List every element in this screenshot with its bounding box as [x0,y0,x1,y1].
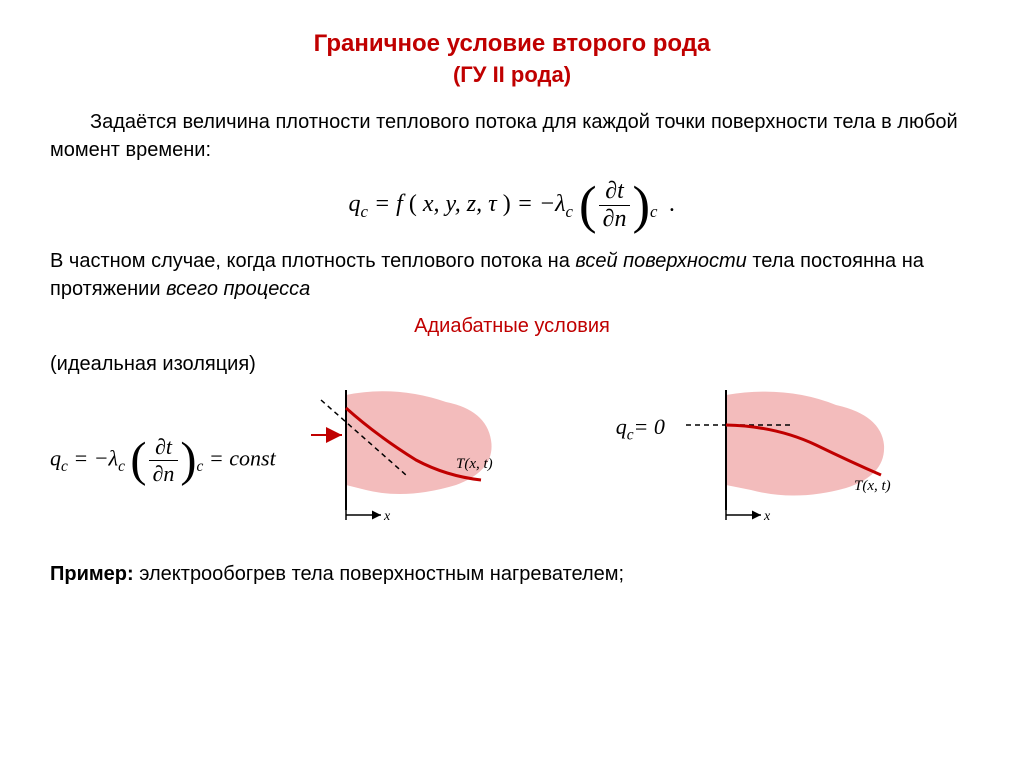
d1-x-label: x [383,509,391,524]
diagram-1-svg: x T(x, t) [306,390,506,530]
equation-row: qc = −λc (∂t∂n)c = const [50,390,974,530]
equation-main: qc = f ( x, y, z, τ ) = −λc (∂t∂n)c . [50,178,974,233]
d2-x-label: x [763,509,771,524]
d2-curve-label: T(x, t) [854,478,891,494]
p2-ital-2: всего процесса [166,278,310,300]
p2-ital-1: всей поверхности [575,250,746,272]
example-text: электрообогрев тела поверхностным нагрев… [134,563,624,585]
diagram-1: x T(x, t) [306,390,506,530]
d1-curve-label: T(x, t) [456,456,493,472]
diagrams-container: x T(x, t) qc= 0 [306,390,896,530]
diagram-2-svg: x T(x, t) [686,390,896,530]
page-subtitle: (ГУ II рода) [50,62,974,88]
diagram-2: qc= 0 x T(x, t) [686,390,896,530]
p2-text-1: В частном случае, когда плотность теплов… [50,250,575,272]
example-row: Пример: электрообогрев тела поверхностны… [50,560,974,588]
equation-const: qc = −λc (∂t∂n)c = const [50,434,276,487]
paragraph-1: Задаётся величина плотности теплового по… [50,108,974,164]
page-title: Граничное условие второго рода [50,30,974,58]
paragraph-2: В частном случае, когда плотность теплов… [50,247,974,303]
adiabatic-label: Адиабатные условия [50,315,974,338]
example-label: Пример: [50,563,134,585]
qc-zero-label: qc= 0 [616,414,665,444]
isolation-label: (идеальная изоляция) [50,350,974,378]
